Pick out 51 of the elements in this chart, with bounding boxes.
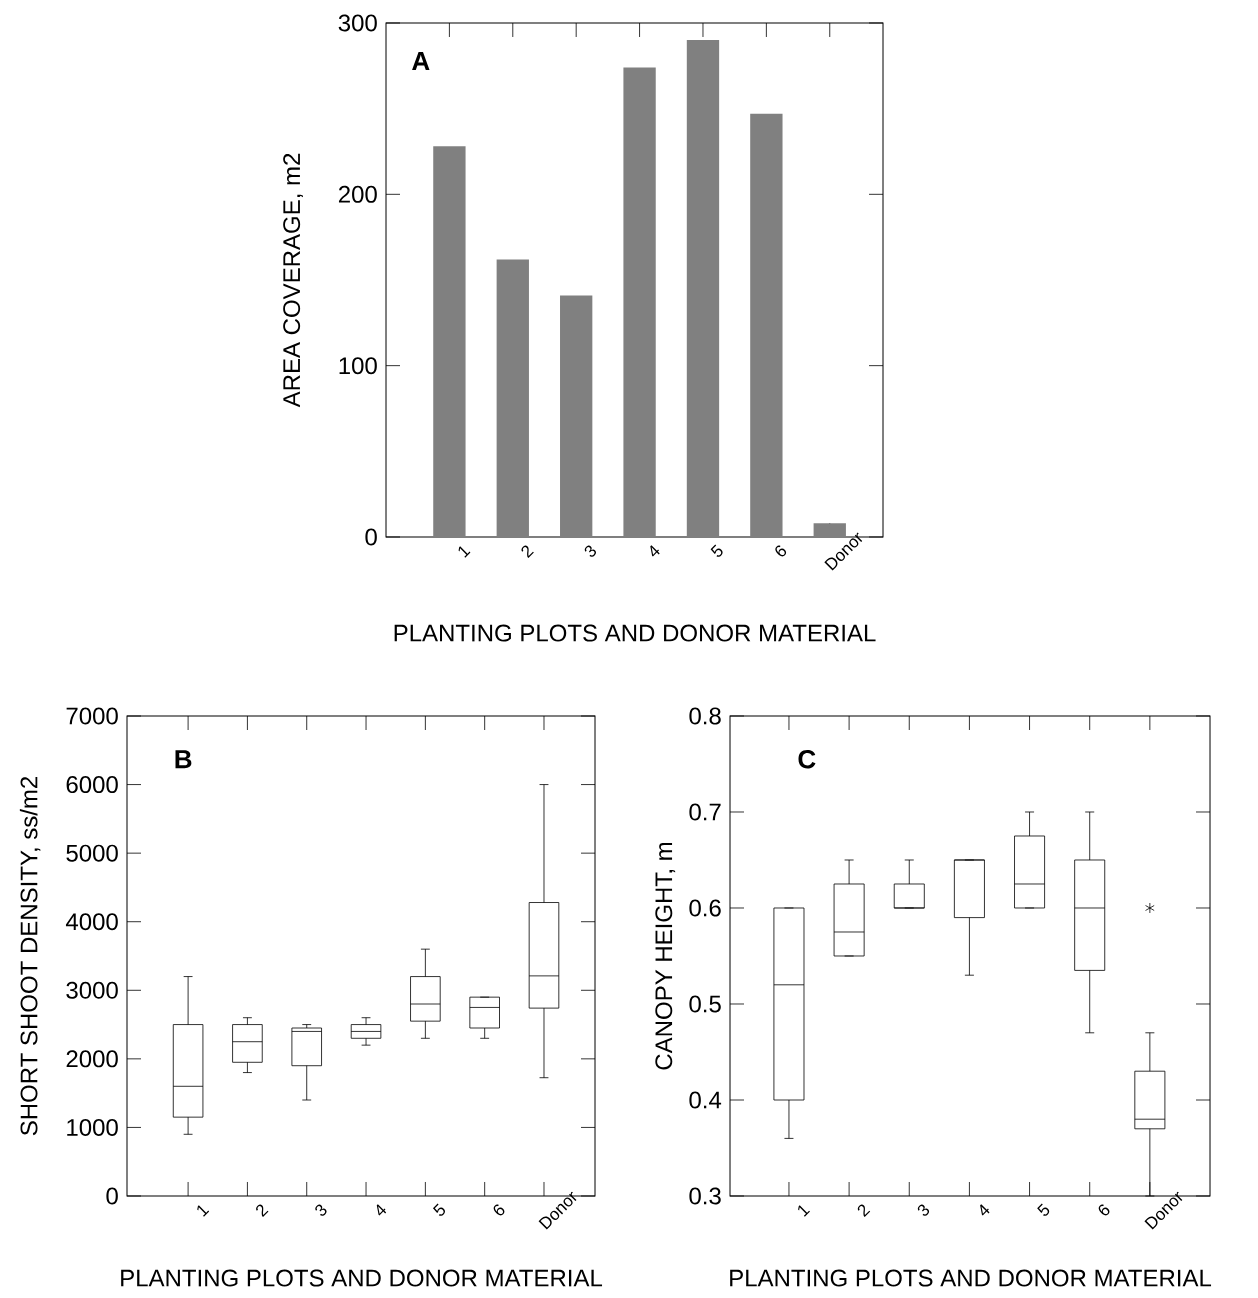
x-tick-label: 3: [584, 545, 597, 557]
y-tick-label: 200: [338, 185, 377, 203]
x-tick-label: 1: [458, 546, 471, 558]
y-tick-label: 7000: [66, 707, 118, 725]
y-tick-label: 0: [106, 1187, 118, 1205]
y-tick-label: 0.8: [689, 707, 721, 725]
y-axis-title: AREA COVERAGE, m2: [283, 153, 303, 408]
x-tick-label: 4: [376, 1204, 387, 1216]
annotation: B: [175, 750, 192, 769]
y-axis-title: SHORT SHOOT DENSITY, ss/m2: [19, 776, 41, 1136]
x-tick-label: 2: [521, 545, 534, 559]
y-tick-label: 3000: [66, 981, 118, 999]
x-tick-label: 2: [256, 1204, 269, 1218]
x-axis-title: PLANTING PLOTS AND DONOR MATERIAL: [121, 1269, 603, 1287]
x-tick-label: 3: [917, 1204, 930, 1216]
bar: [623, 67, 656, 537]
bar: [433, 146, 466, 537]
x-tick-label: 1: [798, 1205, 810, 1217]
y-tick-label: 300: [338, 14, 377, 32]
x-tick-label: 6: [775, 545, 787, 557]
x-tick-label: 5: [710, 544, 723, 557]
annotation: A: [412, 52, 430, 70]
x-tick-label: 4: [980, 1204, 990, 1216]
y-tick-label: 100: [339, 357, 377, 375]
y-tick-label: 0.3: [689, 1187, 721, 1205]
bar: [560, 295, 593, 537]
x-tick-label: 2: [857, 1204, 871, 1218]
y-tick-label: 4000: [65, 913, 118, 931]
y-tick-label: 0.4: [689, 1091, 722, 1109]
y-tick-label: 0.6: [689, 899, 721, 917]
x-axis-title: PLANTING PLOTS AND DONOR MATERIAL: [394, 624, 876, 642]
x-tick-label: 3: [315, 1204, 327, 1216]
bar: [686, 40, 720, 537]
x-tick-label: 5: [432, 1203, 446, 1216]
bar: [496, 259, 529, 537]
x-tick-label: 1: [197, 1205, 210, 1217]
y-tick-label: 0.5: [689, 995, 721, 1013]
x-tick-label: 5: [1037, 1203, 1050, 1216]
y-tick-label: 5000: [66, 844, 118, 862]
y-tick-label: 1000: [67, 1118, 118, 1136]
x-tick-label: 4: [650, 545, 660, 557]
bar: [750, 113, 783, 537]
y-axis-title: CANOPY HEIGHT, m: [655, 842, 676, 1070]
y-tick-label: 2000: [66, 1050, 118, 1068]
y-tick-label: 6000: [66, 776, 118, 794]
annotation: C: [798, 749, 816, 769]
y-tick-label: 0.7: [689, 803, 721, 821]
x-axis-title: PLANTING PLOTS AND DONOR MATERIAL: [730, 1269, 1212, 1287]
x-tick-label: 6: [1098, 1204, 1110, 1216]
y-tick-label: 0: [365, 528, 377, 546]
x-tick-label: 6: [493, 1204, 505, 1216]
